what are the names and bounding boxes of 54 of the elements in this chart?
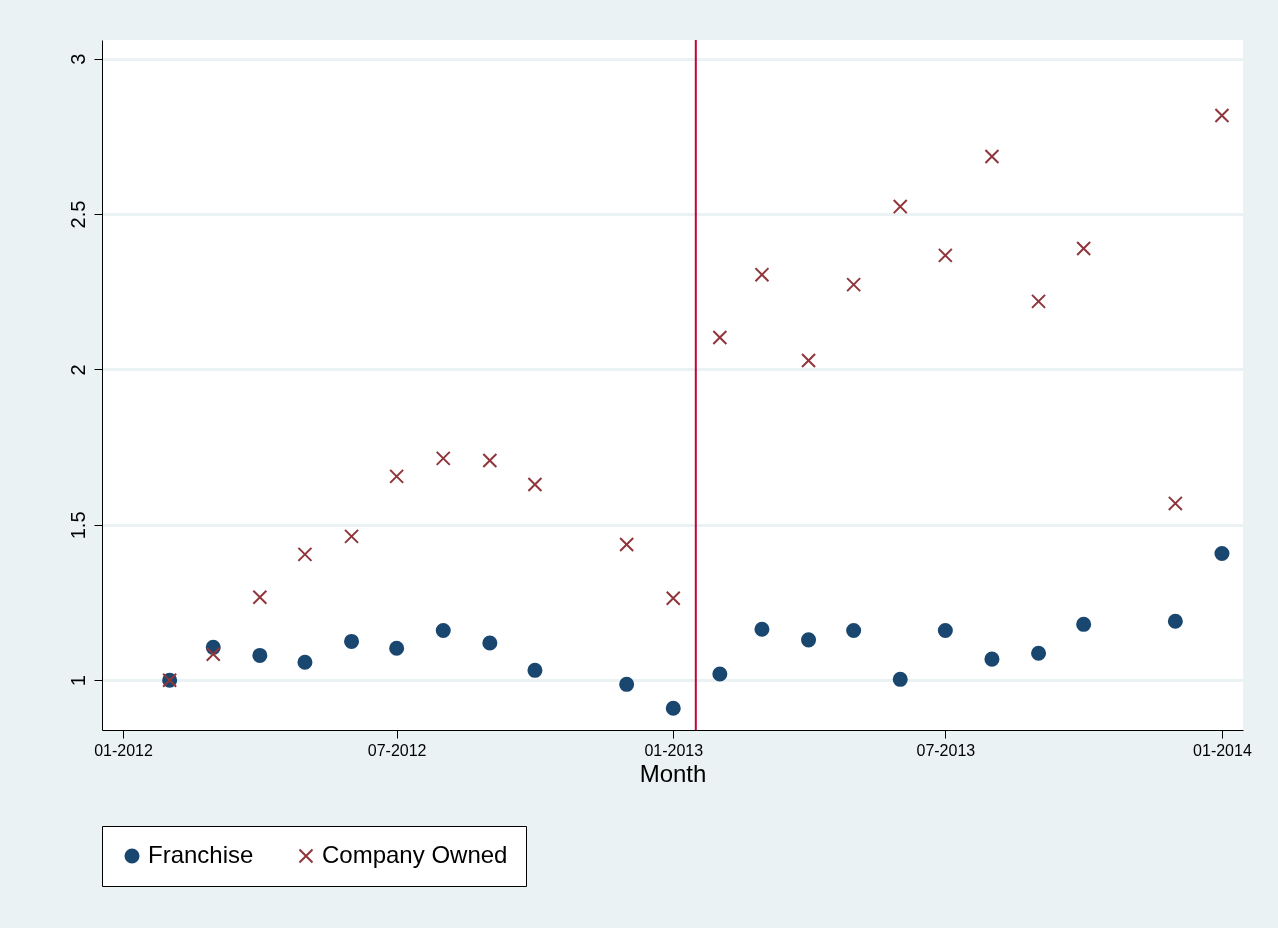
- point: [1214, 545, 1230, 561]
- legend-label: Franchise: [148, 841, 254, 868]
- y-tick-label: 3: [66, 53, 89, 65]
- point: [527, 476, 543, 492]
- x-tick-label: 07-2012: [367, 741, 427, 759]
- point: [482, 635, 498, 651]
- point: [1214, 108, 1230, 124]
- legend-label: Company Owned: [322, 841, 508, 868]
- point: [801, 352, 817, 368]
- point: [389, 640, 405, 656]
- point: [1076, 616, 1092, 632]
- point: [801, 632, 817, 648]
- point: [1031, 293, 1047, 309]
- y-tick-label: 2: [66, 364, 89, 376]
- point: [252, 647, 268, 663]
- point: [984, 651, 1000, 667]
- x-tick-label: 07-2013: [916, 741, 976, 759]
- point: [712, 329, 728, 345]
- point: [1167, 613, 1183, 629]
- point: [937, 623, 953, 639]
- y-tick-label: 1: [66, 675, 89, 687]
- point: [1167, 495, 1183, 511]
- point: [665, 700, 681, 716]
- y-tick-label: 1.5: [66, 511, 89, 540]
- point: [344, 633, 360, 649]
- point: [937, 247, 953, 263]
- point: [712, 666, 728, 682]
- point: [754, 267, 770, 283]
- point: [984, 149, 1000, 165]
- point: [297, 654, 313, 670]
- x-tick-label: 01-2013: [644, 741, 704, 759]
- point: [754, 621, 770, 637]
- point: [665, 590, 681, 606]
- point: [892, 199, 908, 215]
- point: [846, 623, 862, 639]
- y-tick-label: 2.5: [66, 200, 89, 229]
- point: [846, 277, 862, 293]
- point: [619, 536, 635, 552]
- point: [297, 546, 313, 562]
- point: [435, 623, 451, 639]
- x-tick-label: 01-2012: [94, 741, 154, 759]
- point: [527, 662, 543, 678]
- point: [205, 646, 221, 662]
- point: [389, 468, 405, 484]
- point: [252, 589, 268, 605]
- point: [435, 450, 451, 466]
- point: [1031, 645, 1047, 661]
- x-tick-label: 01-2014: [1193, 741, 1252, 759]
- point: [619, 676, 635, 692]
- point: [482, 453, 498, 469]
- point: [892, 671, 908, 687]
- point: [344, 528, 360, 544]
- x-axis-title: Month: [639, 759, 707, 787]
- point: [1076, 241, 1092, 257]
